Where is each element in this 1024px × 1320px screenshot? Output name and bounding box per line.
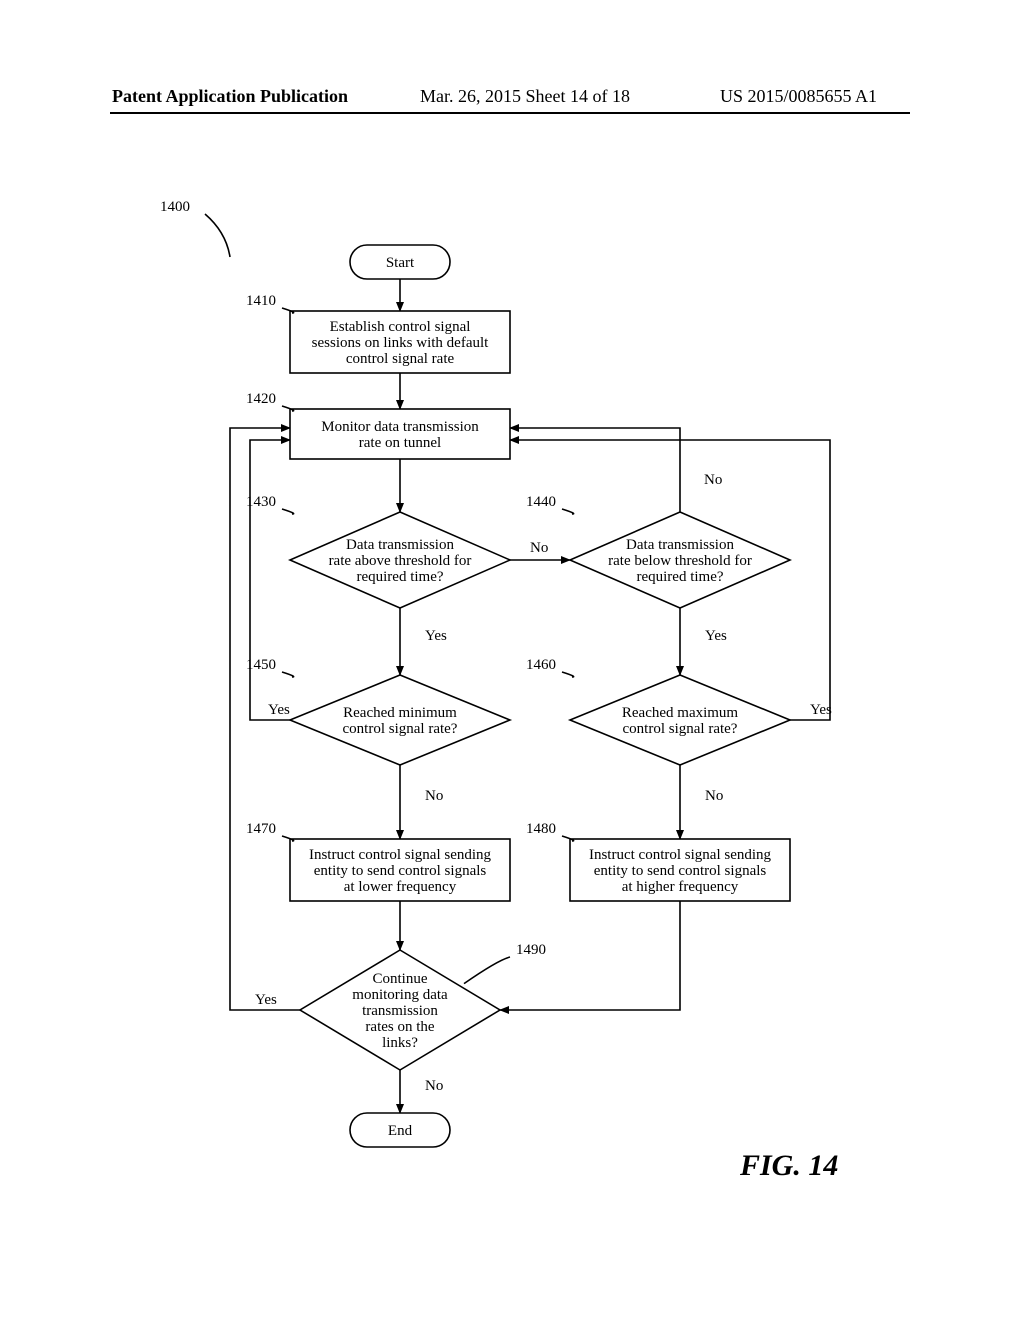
node-n1440: Data transmissionrate below threshold fo…	[526, 494, 790, 608]
header-right: US 2015/0085655 A1	[720, 86, 877, 107]
node-ref-hook	[282, 672, 294, 677]
page: Patent Application Publication Mar. 26, …	[0, 0, 1024, 1320]
node-ref-hook	[562, 672, 574, 677]
figure-caption: FIG. 14	[739, 1149, 838, 1182]
node-text: control signal rate	[346, 351, 455, 367]
edge-label: Yes	[810, 702, 832, 718]
node-text: required time?	[636, 569, 723, 585]
node-text: Establish control signal	[330, 319, 471, 335]
node-ref: 1420	[246, 391, 276, 407]
node-end: End	[350, 1113, 450, 1147]
node-text: Instruct control signal sending	[589, 847, 772, 863]
node-text: entity to send control signals	[594, 863, 767, 879]
node-ref: 1430	[246, 494, 276, 510]
node-text: at higher frequency	[622, 879, 739, 895]
node-ref-hook	[464, 957, 510, 984]
node-ref: 1460	[526, 657, 556, 673]
node-text: Instruct control signal sending	[309, 847, 492, 863]
flow-ref-1400: 1400	[160, 199, 190, 215]
node-text: Monitor data transmission	[321, 419, 479, 435]
node-text: Continue	[373, 971, 428, 987]
node-text: rate on tunnel	[359, 435, 441, 451]
node-text: Reached minimum	[343, 705, 457, 721]
edge	[230, 428, 300, 1010]
node-n1480: Instruct control signal sendingentity to…	[526, 821, 790, 901]
edge-label: Yes	[425, 628, 447, 644]
node-text: required time?	[356, 569, 443, 585]
edge-label: No	[425, 1078, 443, 1094]
node-ref: 1470	[246, 821, 276, 837]
edge-label: Yes	[255, 992, 277, 1008]
header-left: Patent Application Publication	[112, 86, 348, 107]
node-n1460: Reached maximumcontrol signal rate? 1460	[526, 657, 790, 765]
node-n1410: Establish control signalsessions on link…	[246, 293, 510, 373]
node-ref: 1480	[526, 821, 556, 837]
flowchart: 1400 No Yes No Yes Yes No Yes No Yes No Start Establ…	[0, 0, 1024, 1320]
node-text: rates on the	[365, 1019, 434, 1035]
node-text: links?	[382, 1035, 418, 1051]
node-ref-hook	[562, 509, 574, 514]
node-text: sessions on links with default	[312, 335, 489, 351]
node-n1490: Continuemonitoring datatransmissionrates…	[300, 942, 546, 1070]
edge-label: No	[530, 540, 548, 556]
node-text: at lower frequency	[344, 879, 457, 895]
node-n1420: Monitor data transmissionrate on tunnel 1…	[246, 391, 510, 459]
node-text: Data transmission	[346, 537, 454, 553]
node-text: monitoring data	[352, 987, 448, 1003]
edge-label: No	[425, 788, 443, 804]
node-text: Reached maximum	[622, 705, 739, 721]
node-text: entity to send control signals	[314, 863, 487, 879]
flow-ref-hook	[205, 214, 230, 257]
node-n1430: Data transmissionrate above threshold fo…	[246, 494, 510, 608]
node-text: control signal rate?	[343, 721, 458, 737]
edge-label: Yes	[268, 702, 290, 718]
node-text: Start	[386, 255, 415, 271]
header-rule	[110, 112, 910, 114]
node-ref: 1440	[526, 494, 556, 510]
node-n1470: Instruct control signal sendingentity to…	[246, 821, 510, 901]
node-text: rate above threshold for	[329, 553, 472, 569]
node-text: Data transmission	[626, 537, 734, 553]
node-text: End	[388, 1123, 413, 1139]
edge-label: No	[704, 472, 722, 488]
node-ref: 1450	[246, 657, 276, 673]
node-text: transmission	[362, 1003, 438, 1019]
header-center: Mar. 26, 2015 Sheet 14 of 18	[420, 86, 630, 107]
node-text: rate below threshold for	[608, 553, 752, 569]
node-ref: 1490	[516, 942, 546, 958]
node-ref: 1410	[246, 293, 276, 309]
node-text: control signal rate?	[623, 721, 738, 737]
node-start: Start	[350, 245, 450, 279]
node-ref-hook	[282, 509, 294, 514]
edge-label: Yes	[705, 628, 727, 644]
edge	[250, 440, 290, 720]
edge-label: No	[705, 788, 723, 804]
